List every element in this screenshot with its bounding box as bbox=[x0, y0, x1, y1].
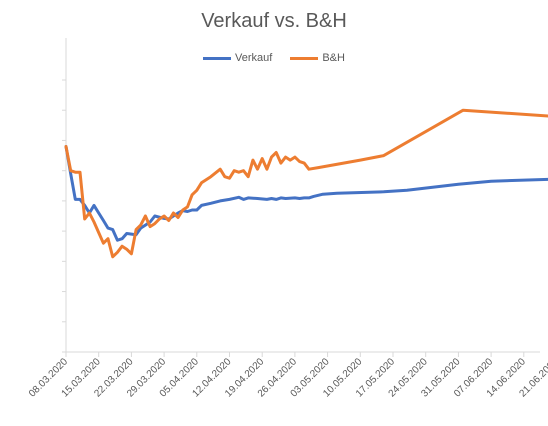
legend: Verkauf B&H bbox=[0, 52, 548, 64]
series-line-bh bbox=[64, 108, 548, 259]
legend-swatch-bh bbox=[290, 56, 319, 60]
legend-label-bh: B&H bbox=[322, 52, 345, 64]
series-line-verkauf bbox=[64, 145, 548, 242]
legend-entry-bh: B&H bbox=[290, 52, 345, 64]
legend-entry-verkauf: Verkauf bbox=[203, 52, 272, 64]
legend-swatch-verkauf bbox=[203, 56, 232, 60]
chart-title: Verkauf vs. B&H bbox=[201, 10, 347, 32]
legend-label-verkauf: Verkauf bbox=[235, 52, 273, 64]
